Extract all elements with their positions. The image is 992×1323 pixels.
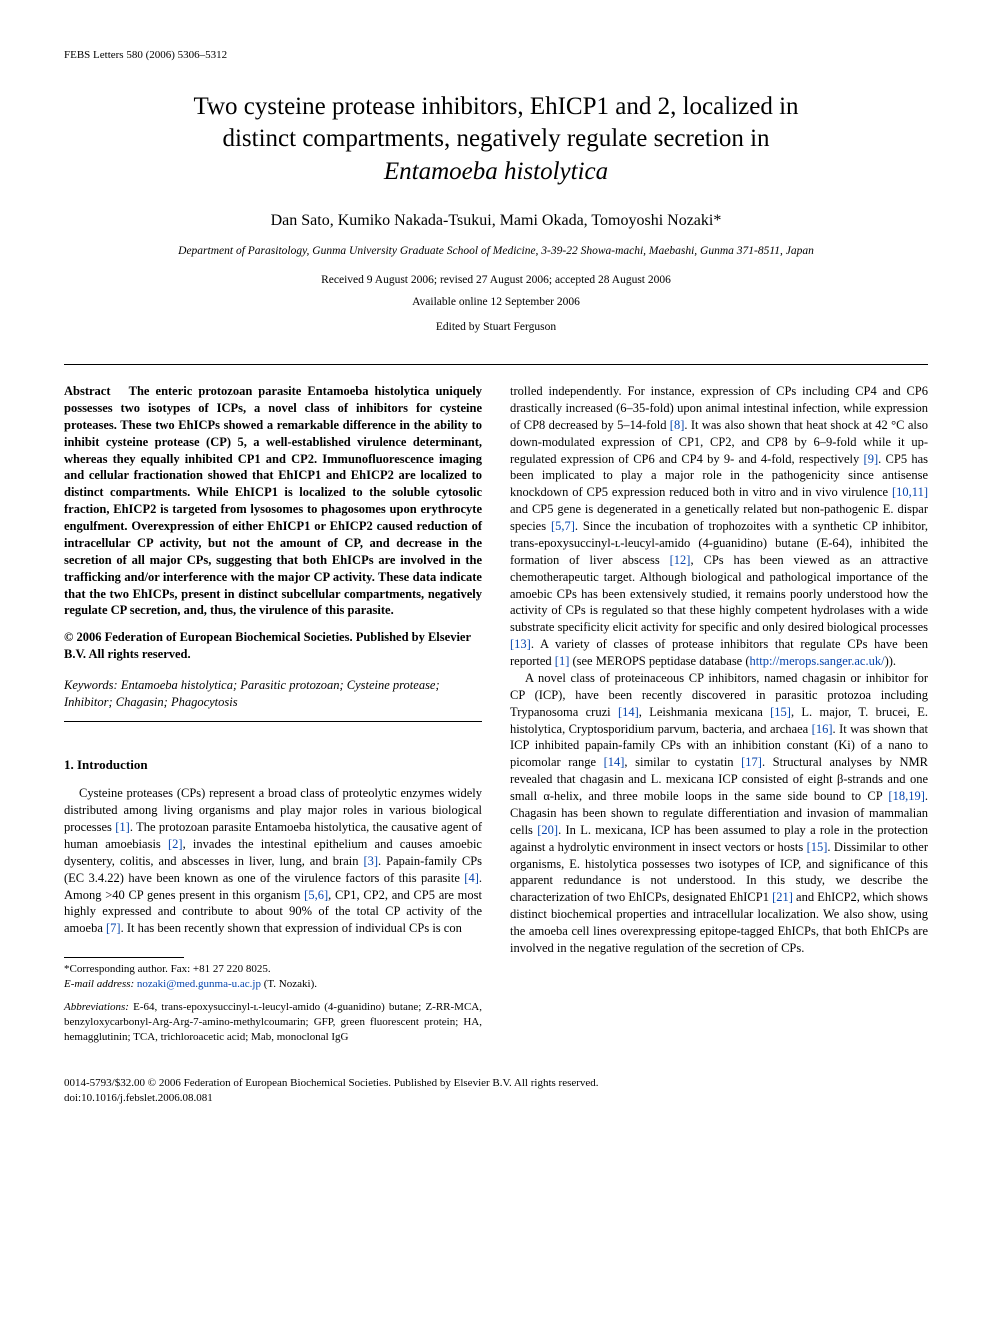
authors: Dan Sato, Kumiko Nakada-Tsukui, Mami Oka… bbox=[64, 210, 928, 232]
abstract-label: Abstract bbox=[64, 384, 111, 398]
citation-9[interactable]: [9] bbox=[864, 452, 879, 466]
keywords-text: Entamoeba histolytica; Parasitic protozo… bbox=[64, 678, 440, 709]
citation-1b[interactable]: [1] bbox=[555, 654, 570, 668]
article-title: Two cysteine protease inhibitors, EhICP1… bbox=[64, 91, 928, 189]
abstract-body: The enteric protozoan parasite Entamoeba… bbox=[64, 384, 482, 617]
page-footer: 0014-5793/$32.00 © 2006 Federation of Eu… bbox=[64, 1076, 928, 1106]
abstract: Abstract The enteric protozoan parasite … bbox=[64, 383, 482, 619]
keywords: Keywords: Entamoeba histolytica; Parasit… bbox=[64, 677, 482, 711]
body-text: , similar to cystatin bbox=[624, 755, 741, 769]
citation-2[interactable]: [2] bbox=[168, 837, 183, 851]
citation-15[interactable]: [15] bbox=[770, 705, 791, 719]
journal-header: FEBS Letters 580 (2006) 5306–5312 bbox=[64, 48, 928, 63]
body-text: )). bbox=[885, 654, 896, 668]
online-date: Available online 12 September 2006 bbox=[64, 295, 928, 311]
citation-15b[interactable]: [15] bbox=[807, 840, 828, 854]
citation-16[interactable]: [16] bbox=[812, 722, 833, 736]
keywords-label: Keywords: bbox=[64, 678, 118, 692]
footer-issn: 0014-5793/$32.00 © 2006 Federation of Eu… bbox=[64, 1076, 928, 1091]
citation-18-19[interactable]: [18,19] bbox=[888, 789, 924, 803]
abbreviations-footnote: Abbreviations: E-64, trans-epoxysuccinyl… bbox=[64, 1000, 482, 1045]
intro-paragraph-1: Cysteine proteases (CPs) represent a bro… bbox=[64, 785, 482, 937]
citation-5-7[interactable]: [5,7] bbox=[551, 519, 575, 533]
title-line-2: distinct compartments, negatively regula… bbox=[222, 125, 769, 152]
header-divider bbox=[64, 364, 928, 365]
citation-10-11[interactable]: [10,11] bbox=[892, 485, 928, 499]
citation-12[interactable]: [12] bbox=[670, 553, 691, 567]
citation-20[interactable]: [20] bbox=[537, 823, 558, 837]
email-label: E-mail address: bbox=[64, 978, 137, 990]
intro-text: . It has been recently shown that expres… bbox=[121, 921, 462, 935]
section-1-heading: 1. Introduction bbox=[64, 756, 482, 774]
citation-14b[interactable]: [14] bbox=[604, 755, 625, 769]
merops-link[interactable]: http://merops.sanger.ac.uk/ bbox=[750, 654, 885, 668]
right-column: trolled independently. For instance, exp… bbox=[510, 383, 928, 1052]
col2-paragraph-1: trolled independently. For instance, exp… bbox=[510, 383, 928, 670]
email-suffix: (T. Nozaki). bbox=[261, 978, 317, 990]
citation-7[interactable]: [7] bbox=[106, 921, 121, 935]
citation-14[interactable]: [14] bbox=[618, 705, 639, 719]
corr-author-text: *Corresponding author. Fax: +81 27 220 8… bbox=[64, 963, 271, 975]
body-text: (see MEROPS peptidase database ( bbox=[569, 654, 749, 668]
edited-by: Edited by Stuart Ferguson bbox=[64, 320, 928, 336]
citation-17[interactable]: [17] bbox=[741, 755, 762, 769]
two-column-layout: Abstract The enteric protozoan parasite … bbox=[64, 383, 928, 1052]
citation-13[interactable]: [13] bbox=[510, 637, 531, 651]
left-column: Abstract The enteric protozoan parasite … bbox=[64, 383, 482, 1052]
title-line-1: Two cysteine protease inhibitors, EhICP1… bbox=[193, 93, 798, 120]
affiliation: Department of Parasitology, Gunma Univer… bbox=[64, 244, 928, 260]
footer-doi: doi:10.1016/j.febslet.2006.08.081 bbox=[64, 1091, 928, 1106]
abbrev-label: Abbreviations: bbox=[64, 1001, 129, 1013]
citation-21[interactable]: [21] bbox=[772, 890, 793, 904]
col2-paragraph-2: A novel class of proteinaceous CP inhibi… bbox=[510, 670, 928, 957]
citation-5-6[interactable]: [5,6] bbox=[304, 888, 328, 902]
abstract-copyright: © 2006 Federation of European Biochemica… bbox=[64, 629, 482, 663]
citation-8[interactable]: [8] bbox=[670, 418, 685, 432]
received-dates: Received 9 August 2006; revised 27 Augus… bbox=[64, 273, 928, 289]
body-text: , Leishmania mexicana bbox=[639, 705, 770, 719]
citation-3[interactable]: [3] bbox=[363, 854, 378, 868]
footnote-rule bbox=[64, 957, 184, 958]
citation-1[interactable]: [1] bbox=[115, 820, 130, 834]
citation-4[interactable]: [4] bbox=[464, 871, 479, 885]
keywords-divider bbox=[64, 721, 482, 722]
email-link[interactable]: nozaki@med.gunma-u.ac.jp bbox=[137, 978, 261, 990]
title-line-3: Entamoeba histolytica bbox=[384, 158, 608, 185]
corresponding-author-footnote: *Corresponding author. Fax: +81 27 220 8… bbox=[64, 962, 482, 992]
